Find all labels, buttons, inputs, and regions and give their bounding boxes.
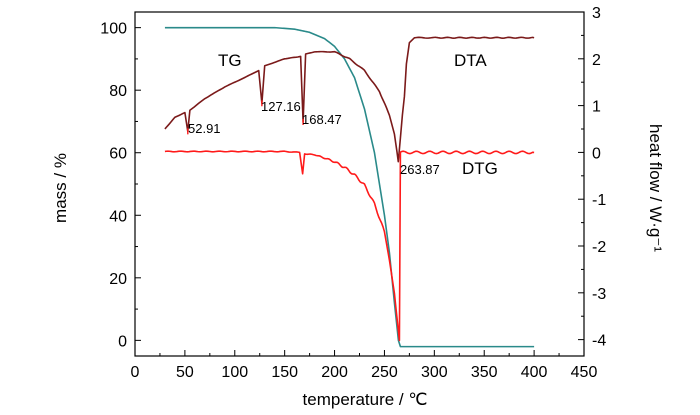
peak-label-2: 127.16 [261, 99, 301, 114]
y-right-tick-label-2: 1 [592, 99, 601, 116]
y-left-tick-label-3: 60 [109, 146, 127, 163]
y-left-tick-label-0: 0 [118, 333, 127, 350]
x-tick-label-0: 0 [131, 364, 140, 381]
x-tick-label-2: 100 [221, 364, 248, 381]
x-tick-label-6: 300 [421, 364, 448, 381]
y-axis-left-title: mass / % [51, 153, 70, 223]
y-right-tick-label-6: -3 [592, 286, 606, 303]
peak-label-1: 52.91 [188, 121, 221, 136]
series-label-tg: TG [218, 51, 242, 70]
plot-frame [134, 11, 585, 357]
series-label-dta: DTA [454, 51, 487, 70]
peak-label-3: 168.47 [302, 112, 342, 127]
x-tick-label-4: 200 [321, 364, 348, 381]
x-tick-label-8: 400 [521, 364, 548, 381]
y-left-tick-label-1: 20 [109, 271, 127, 288]
y-right-tick-label-4: -1 [592, 192, 606, 209]
x-axis-title: temperature / ℃ [303, 390, 428, 409]
y-right-tick-label-3: 0 [592, 145, 601, 162]
y-left-tick-label-5: 100 [100, 21, 127, 38]
x-tick-label-5: 250 [371, 364, 398, 381]
series-layer [164, 26, 535, 348]
series-label-dtg: DTG [462, 159, 498, 178]
series-line-tg [164, 26, 535, 348]
y-right-tick-label-0: 3 [592, 5, 601, 22]
y-left-tick-label-4: 80 [109, 83, 127, 100]
y-right-tick-label-5: -2 [592, 239, 606, 256]
y-left-tick-label-2: 40 [109, 208, 127, 225]
y-right-tick-label-1: 2 [592, 52, 601, 69]
axes-layer: 0 50 100 150 200 250 300 350 400 4500204060801003… [100, 5, 606, 381]
y-axis-right-title: heat flow / W·g⁻¹ [646, 124, 665, 252]
x-tick-label-7: 350 [471, 364, 498, 381]
x-tick-label-9: 450 [571, 364, 598, 381]
peak-label-4: 263.87 [400, 162, 440, 177]
x-tick-label-1: 50 [176, 364, 194, 381]
x-tick-label-3: 150 [271, 364, 298, 381]
series-line-dtg [164, 150, 535, 342]
series-line-dta [164, 36, 535, 163]
y-right-tick-label-7: -4 [592, 333, 606, 350]
